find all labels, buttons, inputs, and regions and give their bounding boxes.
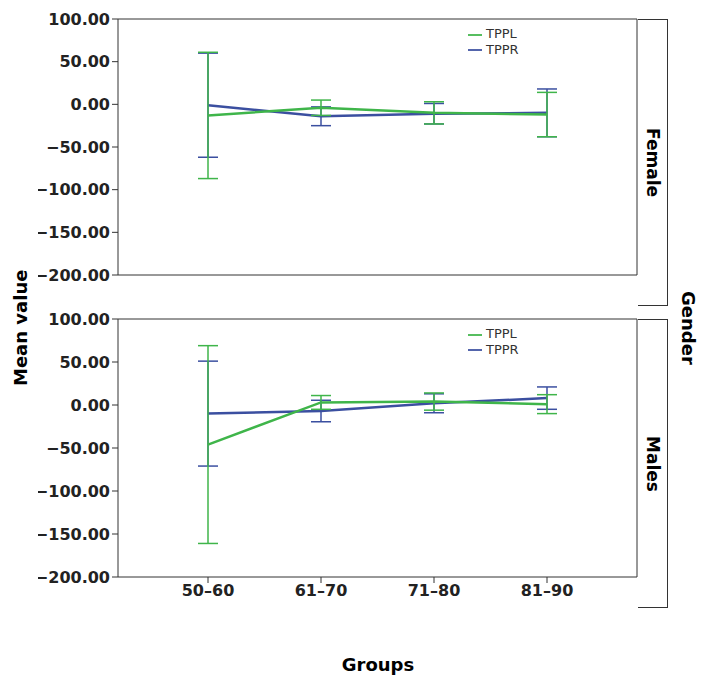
svg-text:−200.00: −200.00 [38,568,110,587]
svg-text:0.00: 0.00 [71,396,110,415]
svg-text:81–90: 81–90 [521,581,574,600]
svg-text:−50.00: −50.00 [46,439,110,458]
svg-text:100.00: 100.00 [48,10,110,29]
html-text:Males: Males [642,435,663,492]
svg-text:−200.00: −200.00 [38,266,110,285]
html-text:Gender: Gender [678,291,699,365]
svg-text:100.00: 100.00 [48,310,110,329]
html-text:TPPL: TPPL [486,26,517,41]
svg-text:50.00: 50.00 [59,52,110,71]
svg-text:50–60: 50–60 [182,581,235,600]
svg-text:0.00: 0.00 [71,95,110,114]
svg-text:−150.00: −150.00 [38,223,110,242]
svg-text:−100.00: −100.00 [38,482,110,501]
html-text:TPPR: TPPR [486,41,519,57]
svg-text:−100.00: −100.00 [38,180,110,199]
html-text:TPPL: TPPL [486,326,517,341]
svg-text:−50.00: −50.00 [46,138,110,157]
svg-text:−150.00: −150.00 [38,525,110,544]
svg-text:61–70: 61–70 [295,581,348,600]
html-text:TPPR: TPPR [486,341,519,357]
svg-text:71–80: 71–80 [408,581,461,600]
html-text:Female: Female [642,128,663,197]
html-text:Groups: Groups [341,654,415,675]
svg-text:50.00: 50.00 [59,353,110,372]
html-text:Mean value: Mean value [10,269,31,387]
